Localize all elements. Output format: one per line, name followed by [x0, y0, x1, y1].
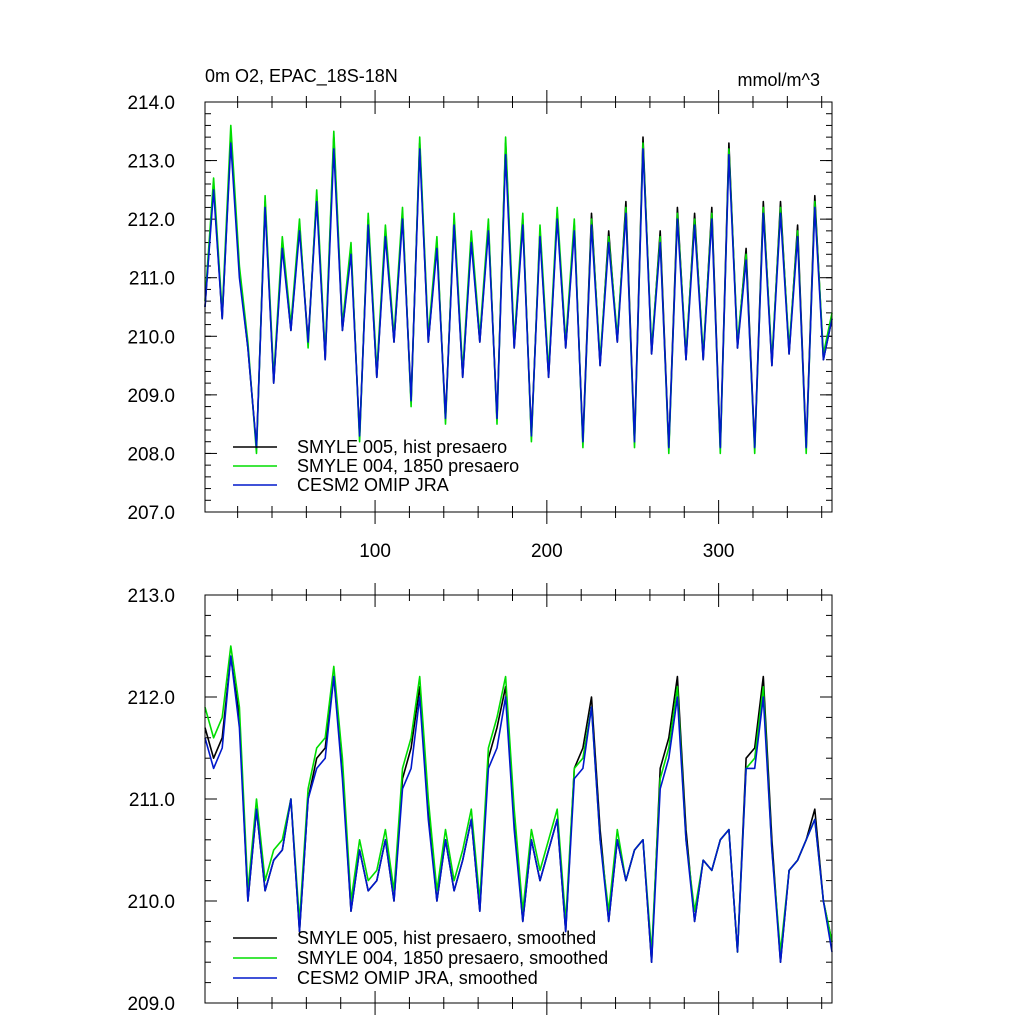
- legend-label: CESM2 OMIP JRA: [297, 475, 449, 495]
- y-tick-label: 212.0: [127, 688, 175, 709]
- series-line: [204, 142, 833, 449]
- bottom-panel: 209.0 210.0 211.0 212.0 213.0 SMYLE 005, his…: [127, 583, 833, 1015]
- y-tick-label: 212.0: [127, 210, 175, 231]
- x-tick-label: 100: [359, 541, 391, 562]
- units-label: mmol/m^3: [738, 70, 820, 90]
- top-panel: 0m O2, EPAC_18S-18N mmol/m^3 207.0 208.0 2…: [127, 66, 833, 562]
- legend-label: SMYLE 005, hist presaero: [297, 437, 507, 457]
- y-tick-label: 213.0: [127, 586, 175, 607]
- plot-frame: [204, 594, 833, 1004]
- legend-label: SMYLE 005, hist presaero, smoothed: [297, 928, 596, 948]
- x-tick-label: 300: [703, 541, 735, 562]
- series-layer: [204, 645, 833, 964]
- series-line: [204, 645, 833, 953]
- y-tick-label: 210.0: [127, 892, 175, 913]
- y-tick-label: 211.0: [129, 790, 175, 811]
- y-tick-label: 209.0: [127, 386, 175, 407]
- y-tick-label: 207.0: [127, 503, 175, 524]
- x-tick-label: 200: [531, 541, 563, 562]
- y-tick-label: 214.0: [127, 93, 175, 114]
- y-tick-label: 208.0: [127, 444, 175, 465]
- legend-label: SMYLE 004, 1850 presaero: [297, 456, 519, 476]
- series-line: [204, 655, 833, 964]
- series-layer: [204, 124, 833, 455]
- legend: SMYLE 005, hist presaero, smoothedSMYLE …: [233, 928, 608, 988]
- legend-label: CESM2 OMIP JRA, smoothed: [297, 968, 538, 988]
- y-tick-label: 209.0: [127, 994, 175, 1015]
- y-tick-label: 210.0: [127, 327, 175, 348]
- legend-label: SMYLE 004, 1850 presaero, smoothed: [297, 948, 608, 968]
- y-tick-label: 213.0: [127, 152, 175, 173]
- chart-title: 0m O2, EPAC_18S-18N: [205, 66, 398, 87]
- y-tick-label: 211.0: [129, 269, 175, 290]
- plot-frame: [204, 101, 833, 513]
